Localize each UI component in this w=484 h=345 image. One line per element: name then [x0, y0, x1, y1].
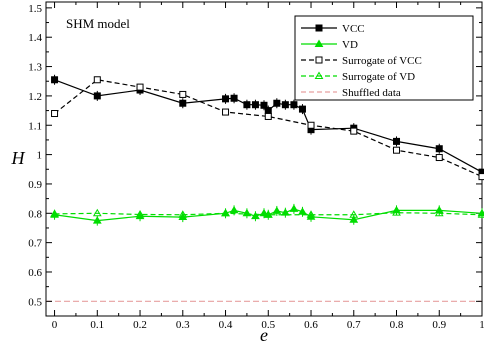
data-point-vcc — [298, 105, 306, 113]
y-tick-label: 0.6 — [28, 267, 42, 279]
data-point-vd — [251, 211, 260, 220]
data-point-vcc — [243, 101, 251, 109]
x-axis-label: e — [260, 325, 268, 345]
legend-marker-vcc — [315, 24, 323, 32]
data-point-surrogate-of-vd — [306, 210, 316, 218]
x-tick-label: 0.4 — [219, 319, 233, 331]
data-point-surrogate-of-vd — [263, 210, 273, 218]
data-point-vd — [178, 212, 188, 221]
data-point-vcc — [273, 99, 281, 107]
y-tick-label: 0.5 — [28, 296, 42, 308]
legend-marker-surrogate-of-vd — [314, 71, 324, 79]
legend-label-vd: VD — [342, 39, 358, 51]
x-tick-label: 1 — [479, 319, 484, 331]
data-point-vcc — [230, 94, 238, 102]
data-point-surrogate-of-vcc — [393, 146, 401, 154]
data-point-vd — [280, 208, 290, 216]
data-point-vcc — [393, 137, 401, 145]
axes-layer: 0 0.1 0.2 0.3 0.4 0.5 0.6 0.7 0.8 0.9 1 0.5 0.6 0.7 0.… — [28, 2, 484, 331]
data-point-vd — [349, 215, 359, 223]
legend-label-vcc: VCC — [342, 23, 365, 35]
y-tick-label: 1.5 — [28, 3, 42, 15]
data-point-vcc — [260, 101, 268, 109]
legend-label-shuffled-data: Shuffled data — [342, 87, 401, 99]
x-tick-label: 0.6 — [304, 319, 318, 331]
data-point-surrogate-of-vd — [178, 210, 188, 218]
data-point-surrogate-of-vcc — [222, 108, 230, 116]
legend-marker-vd — [314, 39, 324, 47]
series-layer — [50, 74, 484, 226]
data-point-surrogate-of-vd — [135, 209, 145, 218]
y-tick-label: 1 — [37, 150, 43, 162]
data-point-surrogate-of-vd — [349, 210, 359, 218]
data-point-vd — [229, 205, 239, 214]
data-point-vd — [272, 206, 282, 214]
legend-label-surrogate-of-vcc: Surrogate of VCC — [342, 55, 422, 67]
legend-marker-surrogate-of-vcc — [315, 56, 323, 64]
data-point-surrogate-of-vcc — [350, 127, 358, 135]
data-point-vd — [306, 212, 316, 220]
x-tick-label: 0.9 — [432, 319, 446, 331]
data-point-vd — [298, 207, 307, 215]
annotation-text: SHM model — [66, 16, 130, 31]
y-tick-label: 1.4 — [28, 32, 42, 44]
data-point-vcc — [222, 95, 230, 103]
y-tick-label: 0.8 — [28, 208, 42, 220]
data-point-vd — [92, 216, 102, 224]
data-point-vcc — [281, 101, 289, 109]
y-tick-label: 0.9 — [28, 179, 42, 191]
data-point-surrogate-of-vcc — [93, 76, 101, 84]
data-point-surrogate-of-vcc — [136, 83, 144, 91]
data-point-vcc — [435, 145, 443, 153]
x-tick-label: 0.8 — [390, 319, 404, 331]
data-point-surrogate-of-vcc — [264, 112, 272, 120]
data-point-vd — [289, 204, 299, 212]
legend-label-surrogate-of-vd: Surrogate of VD — [342, 71, 415, 83]
y-tick-label: 1.3 — [28, 62, 42, 74]
y-tick-label: 0.7 — [28, 238, 42, 250]
x-tick-label: 0.7 — [347, 319, 361, 331]
data-point-surrogate-of-vcc — [307, 121, 315, 129]
y-tick-label: 1.1 — [28, 120, 42, 132]
data-point-surrogate-of-vd — [221, 208, 230, 217]
legend-box — [294, 15, 474, 101]
data-point-surrogate-of-vd — [392, 208, 401, 216]
data-point-vcc — [251, 101, 259, 109]
data-point-surrogate-of-vcc — [478, 173, 484, 181]
series-line-surrogate-of-vcc — [54, 79, 483, 178]
data-point-surrogate-of-vcc — [51, 110, 59, 118]
data-point-vcc — [93, 92, 101, 100]
x-tick-label: 0.1 — [90, 319, 104, 331]
x-tick-label: 0.2 — [133, 319, 147, 331]
data-point-vcc — [264, 107, 272, 115]
data-point-surrogate-of-vcc — [179, 90, 187, 98]
y-tick-label: 1.2 — [28, 91, 42, 103]
legend: VCC VD Surrogate of VCC Surrogate of VD Shuf… — [294, 15, 474, 101]
data-point-surrogate-of-vd — [434, 208, 444, 217]
x-tick-label: 0.3 — [176, 319, 190, 331]
data-point-vcc — [290, 101, 298, 109]
data-point-surrogate-of-vd — [50, 209, 59, 217]
x-tick-label: 0 — [52, 319, 58, 331]
data-point-vcc — [179, 99, 187, 107]
data-point-surrogate-of-vd — [92, 208, 102, 217]
x-tick-label: 0.5 — [261, 319, 275, 331]
plot-frame — [45, 1, 483, 317]
y-axis-label: H — [11, 148, 26, 168]
data-point-vcc — [51, 76, 59, 84]
data-point-surrogate-of-vcc — [435, 154, 443, 162]
series-line-surrogate-of-vd — [54, 212, 483, 216]
